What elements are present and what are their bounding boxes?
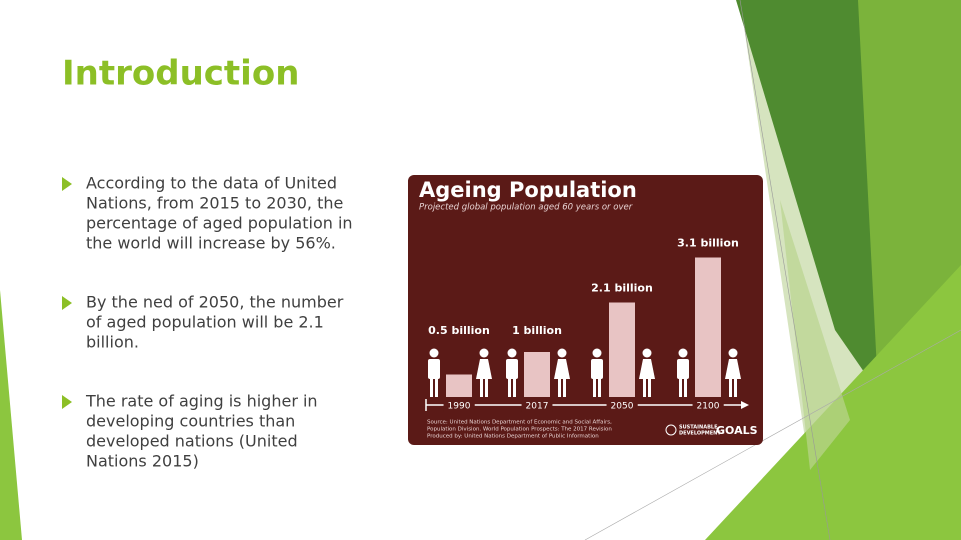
figure (639, 359, 655, 379)
slide-title: Introduction (62, 54, 299, 94)
logo-text: SUSTAINABLE (679, 425, 718, 431)
bullet-text: The rate of aging is higher in (85, 392, 318, 411)
label-bg (521, 400, 553, 413)
shape (0, 290, 22, 540)
x-tick-label: 2017 (526, 402, 549, 412)
figure (479, 348, 489, 358)
bar (695, 257, 721, 397)
axis-arrow (741, 401, 749, 409)
figure (513, 377, 516, 397)
bullet-text: of aged population will be 2.1 (86, 313, 324, 332)
figure (725, 359, 741, 379)
figure (480, 377, 483, 397)
bullet-text: Nations, from 2015 to 2030, the (86, 194, 343, 213)
x-tick-label: 2050 (611, 402, 634, 412)
plot: 0.5 billion 1990 1 billion 2017 2.1 billion 2… (428, 237, 741, 413)
figure (592, 348, 602, 358)
figure (728, 348, 738, 358)
bullet-text: According to the data of United (86, 174, 337, 193)
figure (558, 377, 561, 397)
bullet-text: the world will increase by 56%. (86, 234, 336, 253)
chart-title: Ageing Population (419, 178, 637, 202)
figure (678, 348, 688, 358)
figure (428, 359, 440, 379)
label-bg (443, 400, 475, 413)
value-label: 2.1 billion (591, 282, 653, 295)
value-label: 1 billion (512, 324, 562, 337)
logo-text: DEVELOPMENT (679, 431, 721, 437)
figure (648, 377, 651, 397)
figure (642, 348, 652, 358)
bullet-text: billion. (86, 333, 139, 352)
bar (609, 302, 635, 397)
value-label: 3.1 billion (677, 237, 739, 250)
value-label: 0.5 billion (428, 324, 490, 337)
source: Source: United Nations Department of Eco… (427, 420, 612, 440)
figure (684, 377, 687, 397)
bar (446, 374, 472, 397)
infographic: Ageing Population Projected global popul… (408, 175, 763, 445)
figure (598, 377, 601, 397)
source-line: Population Division. World Population Pr… (427, 427, 612, 433)
bullet-text: developed nations (United (86, 432, 298, 451)
bullet-marker (62, 296, 72, 310)
figure (508, 377, 511, 397)
bar (524, 352, 550, 397)
logo-text: GOALS (716, 424, 758, 437)
figure (563, 377, 566, 397)
bullets: According to the data of UnitedNations, … (62, 174, 353, 471)
figure (679, 377, 682, 397)
figure (507, 348, 517, 358)
bullet-text: developing countries than (86, 412, 295, 431)
bullet-text: Nations 2015) (86, 452, 199, 471)
logo-icon (665, 424, 677, 436)
shape (780, 200, 850, 470)
line (584, 329, 961, 540)
figure (485, 377, 488, 397)
figure (729, 377, 732, 397)
figure (593, 377, 596, 397)
x-tick-label: 2100 (697, 402, 720, 412)
panel (408, 175, 763, 445)
source-line: Source: United Nations Department of Eco… (427, 420, 612, 426)
figure (734, 377, 737, 397)
bullet-text: By the ned of 2050, the number (86, 293, 344, 312)
figure (643, 377, 646, 397)
label-bg (692, 400, 724, 413)
shape (736, 0, 880, 395)
bullet-text: percentage of aged population in (86, 214, 353, 233)
label-bg (606, 400, 638, 413)
figure (476, 359, 492, 379)
figure (430, 377, 433, 397)
figure (591, 359, 603, 379)
figure (506, 359, 518, 379)
line (739, 0, 831, 540)
chart-subtitle: Projected global population aged 60 year… (419, 203, 633, 213)
figure (435, 377, 438, 397)
bullet-marker (62, 177, 72, 191)
bullet-marker (62, 395, 72, 409)
figure (554, 359, 570, 379)
figure (677, 359, 689, 379)
figure (429, 348, 439, 358)
figure (557, 348, 567, 358)
x-tick-label: 1990 (448, 402, 471, 412)
source-line: Produced by: United Nations Department o… (427, 434, 599, 440)
